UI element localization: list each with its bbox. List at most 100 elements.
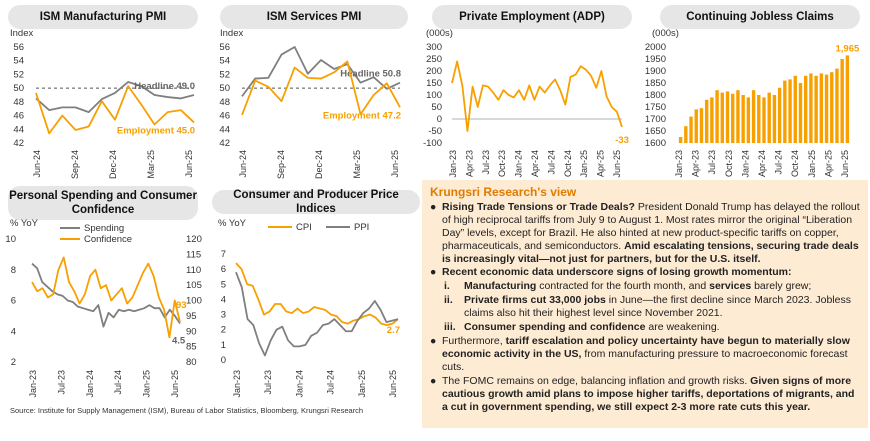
y-tick-label: 8 bbox=[11, 265, 16, 276]
y-tick-label: 300 bbox=[426, 42, 442, 53]
y-tick-label: 6 bbox=[221, 264, 226, 275]
y-tick-label: 1600 bbox=[645, 138, 666, 149]
x-tick-label: Jan-24 bbox=[514, 150, 524, 178]
x-tick-label: Apr-24 bbox=[530, 150, 540, 177]
x-tick-label: Apr-25 bbox=[823, 150, 833, 177]
y-tick-label: -100 bbox=[423, 138, 442, 149]
bullet-body: Furthermore, bbox=[442, 334, 506, 347]
sub-a: Manufacturing bbox=[464, 280, 537, 293]
y-tick-label: 42 bbox=[219, 138, 230, 149]
bar bbox=[741, 95, 745, 143]
bar bbox=[809, 73, 813, 143]
series-line-adp bbox=[451, 60, 623, 132]
bar bbox=[757, 95, 761, 143]
y-tick-label: 2000 bbox=[645, 42, 666, 53]
x-tick-label: Jan-24 bbox=[740, 150, 750, 178]
series-line-cpi bbox=[235, 262, 399, 327]
bar bbox=[689, 116, 693, 143]
legend-label: Spending bbox=[84, 223, 124, 234]
legend-label: Confidence bbox=[84, 234, 132, 245]
y-axis-label: Index bbox=[220, 28, 243, 39]
bullet-lead: Recent economic data underscore signs of… bbox=[442, 266, 792, 279]
y-tick-label: 56 bbox=[13, 42, 24, 53]
bullet-tariff-escalation: ● Furthermore, tariff escalation and pol… bbox=[422, 335, 868, 374]
chart-title-ism-services: ISM Services PMI bbox=[220, 5, 408, 29]
bullet-dot-icon: ● bbox=[430, 266, 437, 279]
y-tick-label: 1 bbox=[221, 340, 226, 351]
y-tick-label: 250 bbox=[426, 54, 442, 65]
y-tick-label: 10 bbox=[5, 234, 16, 245]
sub-a: Consumer spending and confidence bbox=[464, 321, 646, 334]
source-note: Source: Institute for Supply Management … bbox=[10, 406, 364, 415]
chart-title-adp: Private Employment (ADP) bbox=[432, 5, 632, 29]
y-tick-label: 1800 bbox=[645, 90, 666, 101]
x-tick-label: Sep-24 bbox=[70, 150, 80, 179]
x-tick-label: Jul-24 bbox=[546, 150, 556, 175]
bullet-dot-icon: ● bbox=[430, 200, 437, 213]
bar bbox=[762, 97, 766, 143]
bar bbox=[746, 97, 751, 143]
series-line-headline bbox=[35, 81, 195, 114]
y-axis-label: (000s) bbox=[426, 28, 453, 39]
sub-number: ii. bbox=[444, 294, 453, 307]
end-label-employment: Employment 45.0 bbox=[117, 125, 195, 136]
x-tick-label: Oct-24 bbox=[563, 150, 573, 177]
x-tick-label: Jan-24 bbox=[85, 370, 95, 398]
x-tick-label: Mar-25 bbox=[352, 150, 362, 179]
y2-tick-label: 85 bbox=[186, 342, 197, 353]
bar bbox=[845, 55, 850, 143]
x-tick-label: Jan-23 bbox=[448, 150, 458, 178]
y-tick-label: 46 bbox=[13, 111, 24, 122]
x-tick-label: Jul-24 bbox=[326, 370, 336, 395]
y-tick-label: 0 bbox=[437, 114, 442, 125]
y-tick-label: 46 bbox=[219, 111, 230, 122]
chart-title-ism-manufacturing: ISM Manufacturing PMI bbox=[8, 5, 198, 29]
y2-tick-label: 115 bbox=[186, 249, 201, 260]
x-tick-label: Dec-24 bbox=[108, 150, 118, 179]
y-tick-label: -50 bbox=[428, 126, 442, 137]
y-tick-label: 1700 bbox=[645, 114, 666, 125]
y-tick-label: 1650 bbox=[645, 126, 666, 137]
sub-c: services bbox=[709, 280, 752, 293]
bullet-lead: Rising Trade Tensions or Trade Deals? bbox=[442, 200, 635, 213]
y-tick-label: 52 bbox=[13, 69, 24, 80]
bar bbox=[731, 93, 735, 143]
y-tick-label: 50 bbox=[219, 83, 230, 94]
x-tick-label: Jan-25 bbox=[807, 150, 817, 178]
x-tick-label: Jun-24 bbox=[238, 150, 248, 178]
x-tick-label: Jan-23 bbox=[28, 370, 38, 398]
y-tick-label: 4 bbox=[11, 326, 16, 337]
y-tick-label: 150 bbox=[426, 78, 442, 89]
series-line-headline bbox=[241, 46, 401, 97]
x-tick-label: Apr-23 bbox=[464, 150, 474, 177]
x-tick-label: Oct-23 bbox=[724, 150, 734, 177]
x-tick-label: Jul-23 bbox=[707, 150, 717, 175]
y-tick-label: 50 bbox=[13, 83, 24, 94]
y2-tick-label: 100 bbox=[186, 296, 202, 307]
sub-item-consumer: iii. Consumer spending and confidence ar… bbox=[422, 321, 868, 334]
x-tick-label: Apr-23 bbox=[691, 150, 701, 177]
series-line-employment bbox=[35, 85, 195, 135]
research-view-panel: Krungsri Research's view ● Rising Trade … bbox=[422, 180, 868, 428]
legend-label: PPI bbox=[354, 222, 369, 233]
chart-title-jobless-claims: Continuing Jobless Claims bbox=[660, 5, 860, 29]
end-label-adp: -33 bbox=[615, 135, 629, 146]
y2-tick-label: 110 bbox=[186, 265, 201, 276]
y-tick-label: 1950 bbox=[645, 54, 666, 65]
x-tick-label: Jan-24 bbox=[294, 370, 304, 398]
bar bbox=[751, 90, 756, 143]
chart-title-spending-confidence: Personal Spending and Consumer Confidenc… bbox=[8, 186, 198, 220]
sub-b: in June—the first decline since March 20… bbox=[464, 294, 851, 320]
y-tick-label: 50 bbox=[431, 102, 442, 113]
sub-number: i. bbox=[444, 280, 450, 293]
bar bbox=[819, 73, 824, 143]
y-tick-label: 52 bbox=[219, 69, 230, 80]
y-tick-label: 7 bbox=[221, 249, 226, 260]
x-tick-label: Oct-23 bbox=[497, 150, 507, 177]
x-tick-label: Sep-24 bbox=[276, 150, 286, 179]
y-tick-label: 1850 bbox=[645, 78, 666, 89]
x-tick-label: Oct-24 bbox=[790, 150, 800, 177]
legend-label: CPI bbox=[296, 222, 312, 233]
bar bbox=[715, 90, 719, 143]
y-tick-label: 44 bbox=[13, 124, 24, 135]
